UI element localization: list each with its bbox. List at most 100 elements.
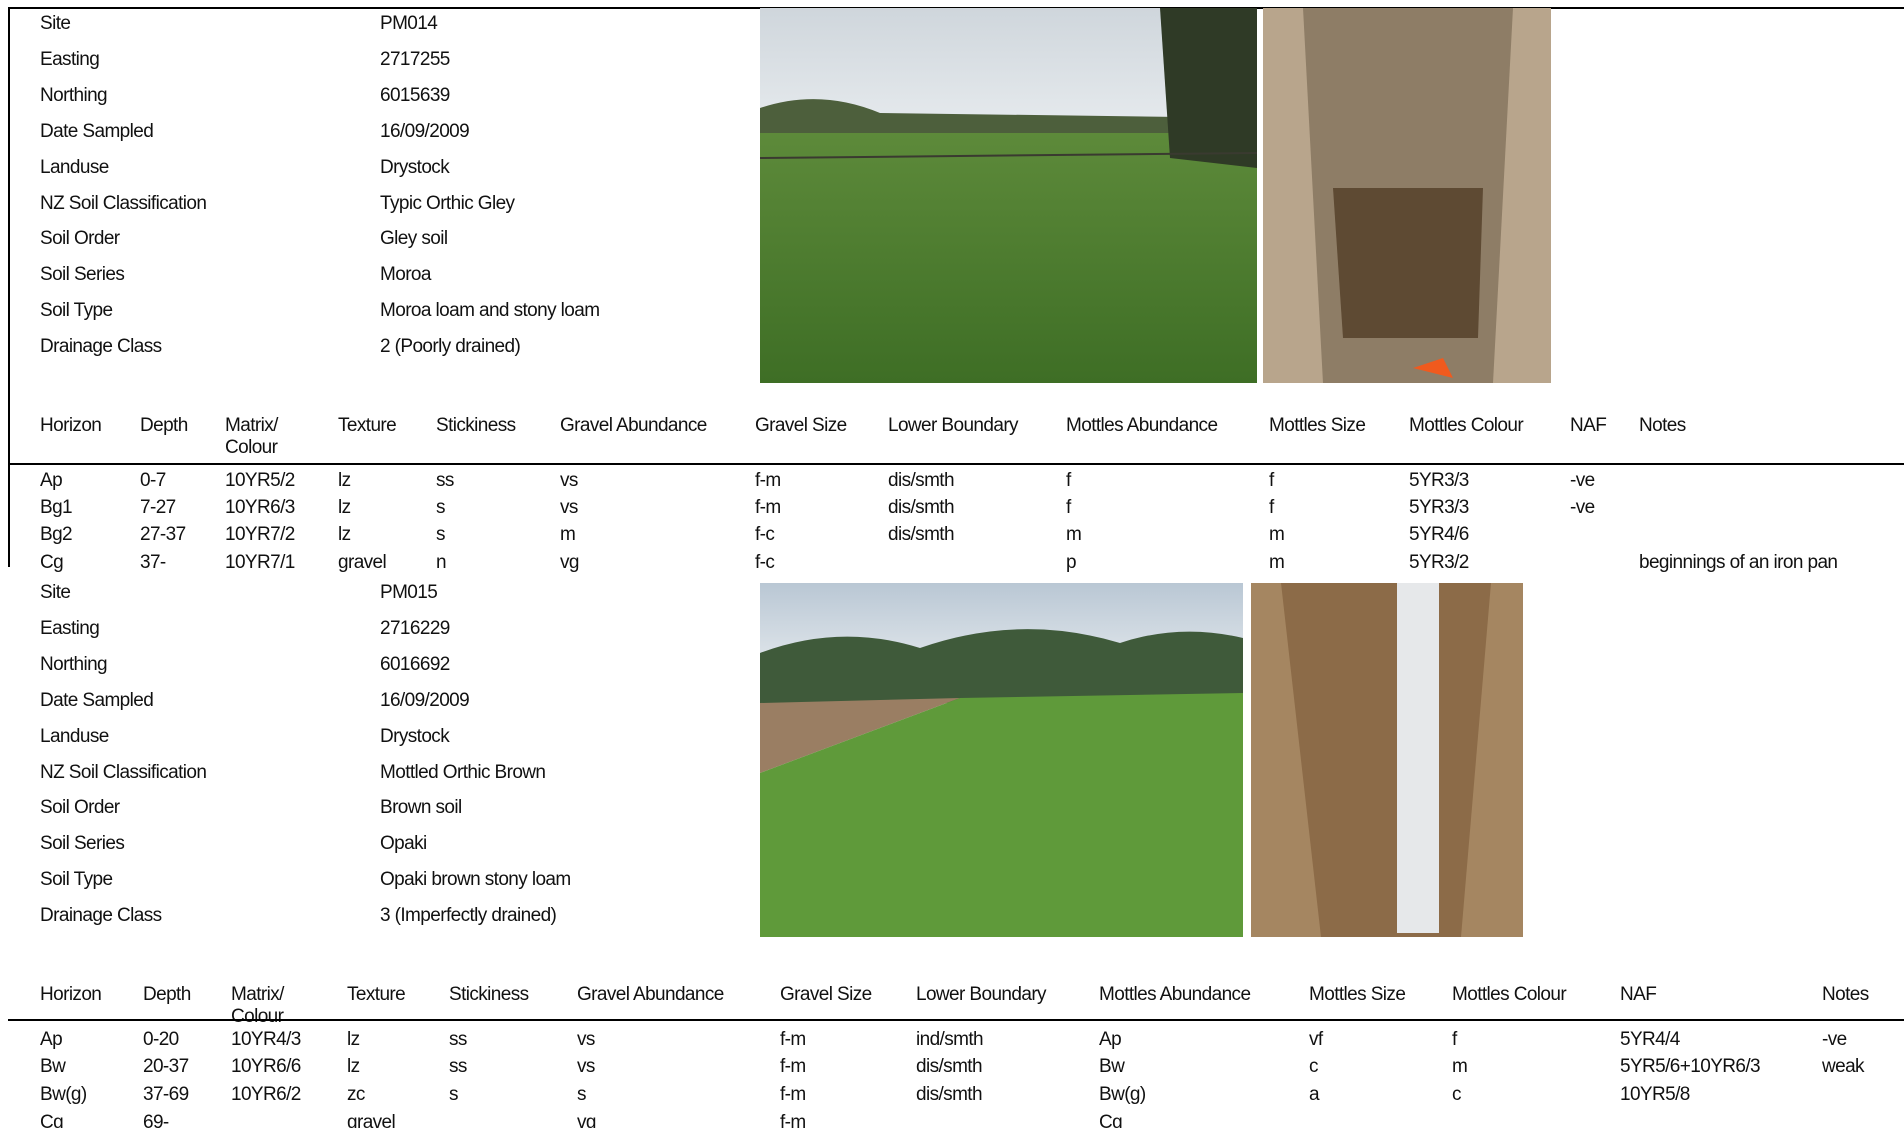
table-cell: vs — [577, 1056, 595, 1077]
field-label: Landuse — [40, 156, 109, 178]
table-cell: ind/smth — [916, 1029, 984, 1050]
table-cell: f — [1269, 470, 1274, 491]
table-cell: vs — [577, 1029, 595, 1050]
table-cell: dis/smth — [888, 497, 955, 518]
table-cell: 10YR7/2 — [225, 524, 295, 545]
table-cell: c — [1309, 1056, 1319, 1077]
column-header: Depth — [143, 984, 191, 1005]
field-label: Northing — [40, 84, 108, 106]
table-cell: 0-20 — [143, 1029, 179, 1050]
table-cell: 20-37 — [143, 1056, 189, 1077]
field-label: NZ Soil Classification — [40, 761, 207, 783]
table-cell: lz — [347, 1056, 360, 1077]
field-label: Soil Series — [40, 264, 125, 286]
field-value: PM014 — [380, 13, 438, 34]
column-header: Lower Boundary — [888, 415, 1019, 436]
table-cell: beginnings of an iron pan — [1639, 552, 1838, 573]
field-value: 6015639 — [380, 84, 450, 106]
table-cell: 37-69 — [143, 1084, 189, 1105]
column-header: Lower Boundary — [916, 984, 1047, 1005]
field-label: Drainage Class — [40, 905, 162, 927]
table-cell: Bw — [40, 1056, 66, 1077]
field-value: Gley soil — [380, 228, 448, 250]
table-cell: vs — [560, 497, 578, 518]
soil-pit-photo — [1263, 8, 1551, 383]
table-cell: f-c — [755, 552, 775, 573]
field-label: Landuse — [40, 725, 109, 747]
field-value: 16/09/2009 — [380, 120, 470, 142]
table-cell: Cg — [40, 552, 64, 573]
column-header: Gravel Size — [780, 984, 872, 1005]
table-cell: ss — [449, 1056, 467, 1077]
table-cell: vf — [1309, 1029, 1323, 1050]
table-cell: m — [1269, 524, 1285, 545]
table-cell: Bw — [1099, 1056, 1125, 1077]
field-label: NZ Soil Classification — [40, 192, 207, 214]
table-cell: 69- — [143, 1112, 169, 1128]
field-value: 2717255 — [380, 48, 450, 70]
table-cell: lz — [338, 524, 351, 545]
table-cell: f-m — [780, 1112, 806, 1128]
field-label: Soil Type — [40, 300, 113, 322]
column-header: Texture — [347, 984, 406, 1005]
table-cell: 27-37 — [140, 524, 186, 545]
table-cell: c — [1452, 1084, 1462, 1105]
field-value: Mottled Orthic Brown — [380, 761, 546, 783]
column-header: Mottles Abundance — [1066, 415, 1218, 436]
table-cell: s — [436, 497, 446, 518]
table-cell: f — [1066, 497, 1071, 518]
table-rule — [8, 1019, 1904, 1021]
table-cell: vs — [560, 470, 578, 491]
table-cell: f-m — [780, 1084, 806, 1105]
landscape-photo — [760, 583, 1243, 937]
field-value: Moroa — [380, 264, 431, 286]
table-cell: lz — [338, 470, 351, 491]
table-cell: lz — [338, 497, 351, 518]
table-cell: f — [1452, 1029, 1457, 1050]
table-cell: Cg — [40, 1112, 64, 1128]
column-header: NAF — [1570, 415, 1607, 436]
table-cell: 10YR5/8 — [1620, 1084, 1690, 1105]
table-cell: gravel — [338, 552, 387, 573]
table-cell: 10YR7/1 — [225, 552, 295, 573]
table-cell: 5YR3/3 — [1409, 470, 1469, 491]
field-value: 3 (Imperfectly drained) — [380, 905, 557, 927]
table-cell: f-m — [780, 1056, 806, 1077]
table-cell: dis/smth — [916, 1056, 983, 1077]
table-cell: s — [436, 524, 446, 545]
field-value: Drystock — [380, 156, 450, 178]
column-header: Stickiness — [436, 415, 516, 436]
table-cell: 0-7 — [140, 470, 166, 491]
table-cell: dis/smth — [888, 524, 955, 545]
field-label: Date Sampled — [40, 689, 154, 711]
table-cell: a — [1309, 1084, 1320, 1105]
field-label: Easting — [40, 617, 100, 639]
column-header: Matrix/ Colour — [225, 415, 278, 458]
table-cell: -ve — [1570, 470, 1595, 491]
column-header: Matrix/ Colour — [231, 984, 284, 1027]
column-header: Mottles Colour — [1409, 415, 1524, 436]
table-cell: vg — [577, 1112, 596, 1128]
table-cell: f-c — [755, 524, 775, 545]
column-header: Stickiness — [449, 984, 529, 1005]
field-label: Soil Order — [40, 228, 120, 250]
table-cell: f — [1269, 497, 1274, 518]
table-cell: 7-27 — [140, 497, 176, 518]
table-cell: -ve — [1822, 1029, 1847, 1050]
table-cell: Ap — [40, 470, 63, 491]
field-label: Soil Type — [40, 869, 113, 891]
table-cell: f-m — [780, 1029, 806, 1050]
table-cell: dis/smth — [888, 470, 955, 491]
table-cell: m — [1452, 1056, 1468, 1077]
landscape-photo — [760, 8, 1257, 383]
table-cell: 5YR4/6 — [1409, 524, 1469, 545]
table-cell: m — [1066, 524, 1082, 545]
column-header: Gravel Size — [755, 415, 847, 436]
table-cell: m — [560, 524, 576, 545]
table-cell: -ve — [1570, 497, 1595, 518]
top-border — [8, 7, 1904, 9]
field-label: Site — [40, 13, 71, 34]
table-cell: Bg2 — [40, 524, 73, 545]
field-value: Drystock — [380, 725, 450, 747]
